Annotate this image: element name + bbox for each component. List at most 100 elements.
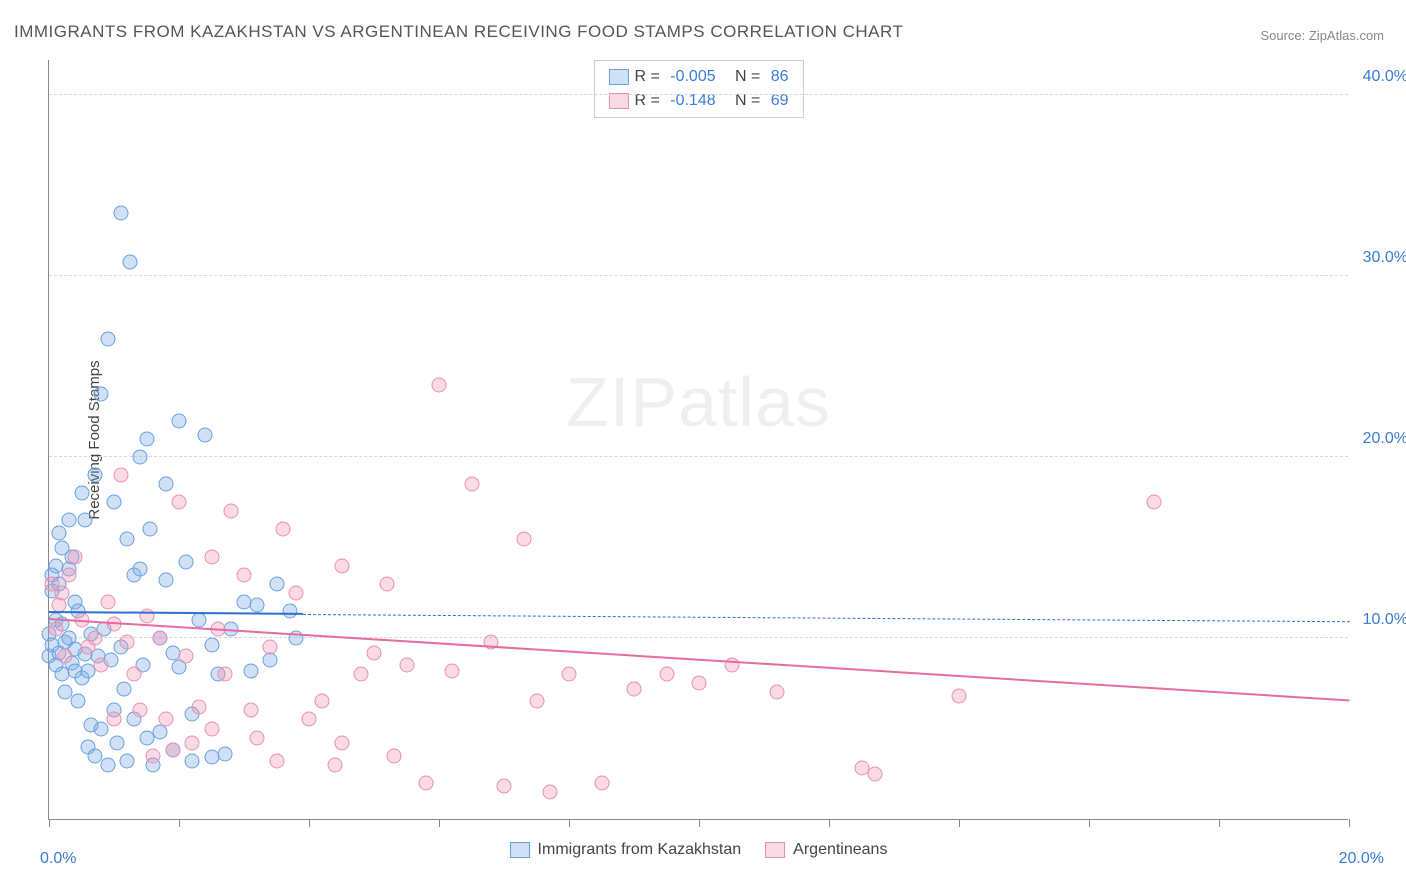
data-point — [100, 594, 115, 609]
series-legend: Immigrants from Kazakhstan Argentineans — [510, 841, 888, 859]
grid-line — [49, 275, 1348, 276]
stats-legend-row: R = -0.005 N = 86 — [608, 65, 788, 89]
data-point — [217, 667, 232, 682]
y-tick-label: 10.0% — [1363, 611, 1406, 629]
legend-swatch — [510, 842, 530, 858]
plot-area: ZIPatlas Receiving Food Stamps R = -0.00… — [48, 60, 1348, 820]
data-point — [276, 522, 291, 537]
data-point — [952, 688, 967, 703]
data-point — [328, 757, 343, 772]
data-point — [315, 694, 330, 709]
data-point — [185, 754, 200, 769]
legend-swatch — [608, 93, 628, 109]
data-point — [120, 634, 135, 649]
data-point — [178, 649, 193, 664]
data-point — [334, 736, 349, 751]
legend-label: Immigrants from Kazakhstan — [538, 841, 742, 859]
data-point — [120, 754, 135, 769]
data-point — [198, 428, 213, 443]
data-point — [250, 598, 265, 613]
data-point — [237, 567, 252, 582]
data-point — [191, 699, 206, 714]
legend-swatch — [608, 69, 628, 85]
y-tick-label: 30.0% — [1363, 249, 1406, 267]
data-point — [204, 549, 219, 564]
data-point — [243, 703, 258, 718]
data-point — [399, 658, 414, 673]
x-tick — [699, 819, 700, 827]
legend-item: Immigrants from Kazakhstan — [510, 841, 742, 859]
data-point — [529, 694, 544, 709]
data-point — [100, 757, 115, 772]
data-point — [627, 681, 642, 696]
x-tick — [959, 819, 960, 827]
data-point — [770, 685, 785, 700]
data-point — [94, 658, 109, 673]
data-point — [289, 585, 304, 600]
y-tick-label: 20.0% — [1363, 430, 1406, 448]
data-point — [123, 254, 138, 269]
stats-legend: R = -0.005 N = 86R = -0.148 N = 69 — [593, 60, 803, 118]
stat-n-value: 69 — [771, 89, 789, 113]
source-label: Source: ZipAtlas.com — [1260, 28, 1384, 43]
data-point — [61, 567, 76, 582]
grid-line — [49, 637, 1348, 638]
data-point — [55, 585, 70, 600]
y-tick-label: 40.0% — [1363, 68, 1406, 86]
data-point — [354, 667, 369, 682]
legend-label: Argentineans — [793, 841, 887, 859]
chart-title: IMMIGRANTS FROM KAZAKHSTAN VS ARGENTINEA… — [14, 22, 903, 42]
x-tick — [569, 819, 570, 827]
data-point — [74, 486, 89, 501]
data-point — [113, 205, 128, 220]
data-point — [445, 663, 460, 678]
stat-r-value: -0.148 — [670, 89, 715, 113]
x-tick-max: 20.0% — [1339, 850, 1384, 868]
data-point — [594, 775, 609, 790]
data-point — [185, 736, 200, 751]
legend-item: Argentineans — [765, 841, 887, 859]
data-point — [126, 667, 141, 682]
x-tick — [179, 819, 180, 827]
data-point — [302, 712, 317, 727]
data-point — [87, 631, 102, 646]
data-point — [107, 495, 122, 510]
watermark: ZIPatlas — [566, 362, 831, 442]
data-point — [172, 495, 187, 510]
x-tick — [1089, 819, 1090, 827]
x-tick — [1349, 819, 1350, 827]
data-point — [217, 746, 232, 761]
data-point — [142, 522, 157, 537]
data-point — [464, 477, 479, 492]
stat-n-label: N = — [722, 89, 765, 113]
data-point — [133, 450, 148, 465]
data-point — [419, 775, 434, 790]
data-point — [432, 377, 447, 392]
data-point — [133, 562, 148, 577]
data-point — [224, 504, 239, 519]
stats-legend-row: R = -0.148 N = 69 — [608, 89, 788, 113]
data-point — [71, 694, 86, 709]
data-point — [146, 748, 161, 763]
data-point — [263, 640, 278, 655]
stat-r-label: R = — [634, 89, 664, 113]
data-point — [269, 754, 284, 769]
grid-line — [49, 94, 1348, 95]
x-tick — [309, 819, 310, 827]
data-point — [191, 612, 206, 627]
data-point — [243, 663, 258, 678]
x-tick-min: 0.0% — [40, 850, 76, 868]
grid-line — [49, 456, 1348, 457]
stat-r-value: -0.005 — [670, 65, 715, 89]
data-point — [204, 721, 219, 736]
data-point — [692, 676, 707, 691]
data-point — [516, 531, 531, 546]
data-point — [178, 555, 193, 570]
x-tick — [829, 819, 830, 827]
data-point — [204, 638, 219, 653]
legend-swatch — [765, 842, 785, 858]
data-point — [61, 513, 76, 528]
stat-n-value: 86 — [771, 65, 789, 89]
stat-n-label: N = — [722, 65, 765, 89]
data-point — [172, 413, 187, 428]
